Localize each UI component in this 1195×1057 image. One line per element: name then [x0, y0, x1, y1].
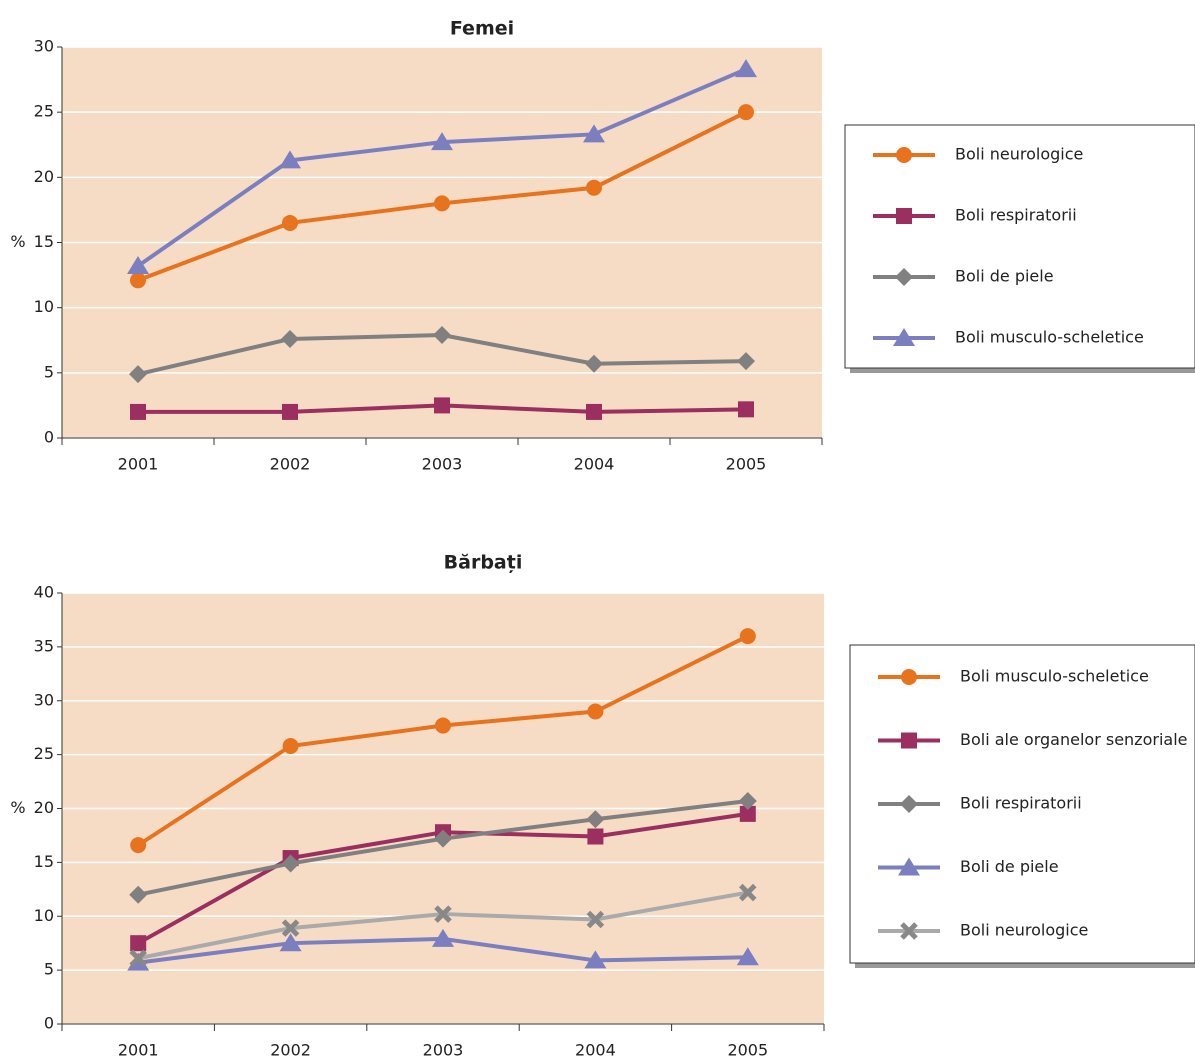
legend-marker — [898, 857, 920, 876]
y-tick-label: 30 — [34, 37, 54, 56]
legend-label: Boli de piele — [955, 267, 1054, 286]
legend-marker — [900, 795, 918, 813]
x-tick-label: 2004 — [574, 455, 615, 474]
marker — [738, 401, 754, 418]
marker — [583, 124, 605, 143]
x-tick-label: 2001 — [118, 455, 159, 474]
x-tick-label: 2003 — [422, 455, 463, 474]
marker — [584, 950, 607, 969]
legend-label: Boli de piele — [960, 857, 1059, 876]
marker — [282, 214, 298, 231]
marker — [585, 354, 603, 373]
x-tick-label: 2005 — [727, 1041, 768, 1057]
marker — [586, 910, 605, 929]
legend-marker — [893, 328, 915, 346]
marker — [281, 854, 300, 873]
marker — [279, 150, 301, 169]
marker — [735, 59, 757, 78]
legend-label: Boli respiratorii — [960, 794, 1082, 813]
y-tick-label: 30 — [34, 690, 54, 709]
marker — [587, 703, 604, 720]
marker — [432, 928, 454, 947]
x-tick-label: 2002 — [270, 1041, 311, 1057]
marker — [282, 403, 298, 420]
marker — [130, 272, 146, 289]
marker — [433, 326, 451, 345]
y-tick-label: 15 — [34, 232, 54, 251]
marker — [130, 403, 146, 420]
legend-label: Boli respiratorii — [955, 206, 1077, 225]
marker — [129, 949, 147, 968]
marker — [739, 805, 756, 822]
marker — [587, 828, 604, 845]
y-tick-label: 5 — [44, 960, 54, 979]
y-tick-label: 20 — [34, 167, 54, 186]
marker — [434, 905, 452, 923]
legend-marker — [896, 147, 912, 163]
x-tick-label: 2004 — [575, 1041, 616, 1057]
marker — [739, 883, 757, 902]
y-tick-label: 40 — [34, 583, 54, 602]
legend-label: Boli musculo-scheletice — [955, 328, 1144, 347]
legend-marker — [901, 669, 917, 685]
x-tick-label: 2005 — [726, 455, 767, 474]
x-tick-label: 2003 — [423, 1041, 464, 1057]
marker — [129, 885, 148, 904]
y-tick-label: 10 — [34, 297, 54, 316]
y-axis-label: % — [10, 232, 25, 251]
legend-label: Boli neurologice — [955, 145, 1083, 164]
marker — [739, 628, 756, 645]
x-tick-label: 2001 — [118, 1041, 159, 1057]
marker — [431, 132, 453, 151]
legend-marker — [895, 268, 913, 286]
marker — [586, 179, 602, 196]
legend-marker — [896, 208, 912, 224]
marker — [282, 738, 299, 755]
chart-title: Bărbați — [444, 552, 523, 574]
y-tick-label: 20 — [34, 798, 54, 817]
marker — [130, 837, 147, 854]
y-tick-label: 0 — [44, 1014, 54, 1033]
marker — [434, 397, 450, 414]
y-axis-label: % — [10, 798, 25, 817]
y-tick-label: 35 — [34, 636, 54, 655]
marker — [737, 352, 755, 371]
marker — [738, 791, 757, 810]
y-tick-label: 0 — [44, 428, 54, 447]
y-tick-label: 25 — [34, 744, 54, 763]
marker — [129, 365, 147, 384]
chart-title: Femei — [450, 18, 514, 40]
marker — [279, 933, 302, 952]
y-tick-label: 5 — [44, 362, 54, 381]
y-tick-label: 15 — [34, 852, 54, 871]
marker — [127, 255, 149, 274]
marker — [434, 195, 450, 212]
legend-label: Boli ale organelor senzoriale — [960, 730, 1187, 749]
marker — [434, 829, 452, 848]
marker — [435, 717, 451, 734]
legend-label: Boli neurologice — [960, 921, 1088, 940]
y-tick-label: 10 — [34, 906, 54, 925]
marker — [586, 810, 605, 829]
legend — [844, 124, 1195, 369]
marker — [586, 403, 602, 420]
legend-label: Boli musculo-scheletice — [960, 667, 1149, 686]
x-tick-label: 2002 — [270, 455, 311, 474]
marker — [130, 935, 147, 952]
marker — [738, 104, 754, 121]
marker — [736, 947, 759, 966]
y-tick-label: 25 — [34, 102, 54, 121]
legend-marker — [901, 732, 917, 749]
legend-marker — [900, 922, 918, 940]
marker — [281, 329, 299, 348]
marker — [281, 919, 300, 937]
